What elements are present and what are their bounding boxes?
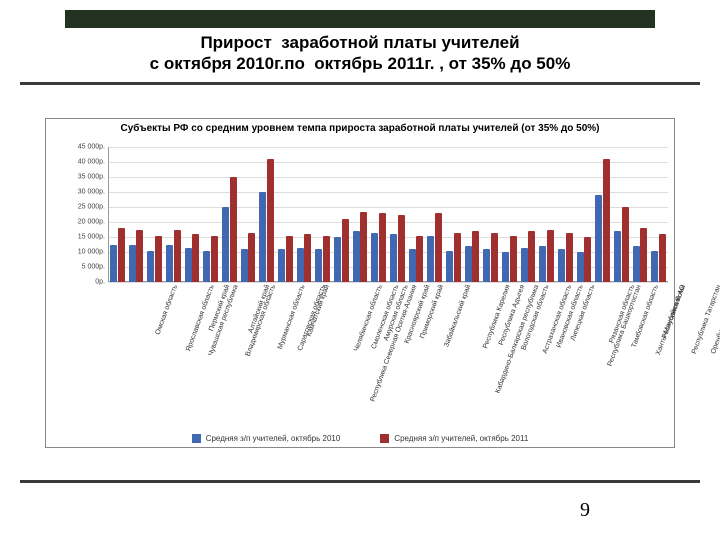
bar-2010 bbox=[315, 249, 322, 282]
legend-item-2010: Средняя з/п учителей, октябрь 2010 bbox=[192, 434, 341, 443]
top-accent-bar bbox=[65, 10, 655, 28]
plot-area: 0р.5 000р.10 000р.15 000р.20 000р.25 000… bbox=[108, 147, 668, 282]
x-tick-label: Омская область bbox=[155, 284, 180, 336]
bar-2011 bbox=[603, 159, 610, 282]
bar-2010 bbox=[390, 234, 397, 282]
bar-2010 bbox=[539, 246, 546, 282]
bar-2011 bbox=[192, 234, 199, 282]
bar-2010 bbox=[595, 195, 602, 282]
bar-2011 bbox=[622, 207, 629, 282]
y-tick-label: 35 000р. bbox=[78, 174, 105, 181]
y-tick-label: 5 000р. bbox=[82, 264, 105, 271]
bar-2011 bbox=[379, 213, 386, 282]
bar-2010 bbox=[259, 192, 266, 282]
bar-2011 bbox=[360, 212, 367, 283]
bar-2010 bbox=[166, 245, 173, 283]
bar-2010 bbox=[371, 233, 378, 283]
bar-2011 bbox=[118, 228, 125, 282]
x-tick-label: Забайкальский край bbox=[444, 284, 473, 348]
bar-2011 bbox=[547, 230, 554, 283]
title-line-1: Прирост заработной платы учителей bbox=[0, 32, 720, 53]
bar-2011 bbox=[491, 233, 498, 283]
gridline bbox=[109, 282, 668, 283]
bar-2010 bbox=[633, 246, 640, 282]
legend-swatch bbox=[192, 434, 201, 443]
bar-2011 bbox=[510, 236, 517, 283]
bar-2011 bbox=[640, 228, 647, 282]
bar-2010 bbox=[185, 248, 192, 283]
slide-title: Прирост заработной платы учителей с октя… bbox=[0, 32, 720, 75]
y-tick-label: 45 000р. bbox=[78, 144, 105, 151]
bar-2011 bbox=[566, 233, 573, 283]
y-tick-label: 30 000р. bbox=[78, 189, 105, 196]
bar-2010 bbox=[502, 252, 509, 282]
y-tick-label: 20 000р. bbox=[78, 219, 105, 226]
divider-top bbox=[20, 82, 700, 85]
bar-2011 bbox=[398, 215, 405, 283]
bar-2011 bbox=[248, 233, 255, 283]
bar-2011 bbox=[304, 234, 311, 282]
bar-2010 bbox=[241, 249, 248, 282]
chart-legend: Средняя з/п учителей, октябрь 2010 Средн… bbox=[46, 434, 674, 443]
bar-2011 bbox=[472, 231, 479, 282]
bar-2010 bbox=[614, 231, 621, 282]
y-tick-label: 25 000р. bbox=[78, 204, 105, 211]
bar-2010 bbox=[465, 246, 472, 282]
bars-layer bbox=[108, 147, 668, 282]
y-tick-label: 40 000р. bbox=[78, 159, 105, 166]
legend-item-2011: Средняя з/п учителей, октябрь 2011 bbox=[380, 434, 528, 443]
bar-2011 bbox=[435, 213, 442, 282]
chart-title: Субъекты РФ со средним уровнем темпа при… bbox=[46, 123, 674, 134]
bar-2010 bbox=[278, 249, 285, 282]
bar-2010 bbox=[483, 249, 490, 282]
bar-2010 bbox=[110, 245, 117, 283]
bar-2010 bbox=[577, 252, 584, 282]
bar-2011 bbox=[528, 231, 535, 282]
title-line-2: с октября 2010г.по октябрь 2011г. , от 3… bbox=[0, 53, 720, 74]
legend-swatch bbox=[380, 434, 389, 443]
bar-2010 bbox=[427, 236, 434, 283]
bar-2010 bbox=[222, 207, 229, 282]
legend-label: Средняя з/п учителей, октябрь 2010 bbox=[206, 434, 341, 443]
x-tick-label: Республика Коми bbox=[662, 284, 688, 340]
page-number: 9 bbox=[580, 499, 590, 522]
bar-2011 bbox=[267, 159, 274, 282]
bar-2010 bbox=[446, 251, 453, 283]
divider-bottom bbox=[20, 480, 700, 483]
bar-2010 bbox=[409, 249, 416, 282]
bar-2010 bbox=[521, 248, 528, 283]
bar-2011 bbox=[136, 230, 143, 283]
bar-2011 bbox=[584, 237, 591, 282]
bar-2010 bbox=[334, 237, 341, 282]
bar-2011 bbox=[286, 236, 293, 283]
bar-2011 bbox=[155, 236, 162, 283]
bar-2011 bbox=[342, 219, 349, 282]
legend-label: Средняя з/п учителей, октябрь 2011 bbox=[394, 434, 528, 443]
bar-2011 bbox=[454, 233, 461, 283]
bar-2011 bbox=[323, 236, 330, 283]
y-tick-label: 0р. bbox=[95, 279, 105, 286]
bar-2010 bbox=[297, 248, 304, 283]
bar-2010 bbox=[558, 249, 565, 282]
bar-2011 bbox=[416, 236, 423, 283]
bar-2011 bbox=[174, 230, 181, 283]
bar-2010 bbox=[353, 231, 360, 282]
y-tick-label: 10 000р. bbox=[78, 249, 105, 256]
bar-2010 bbox=[129, 245, 136, 283]
bar-2011 bbox=[230, 177, 237, 282]
bar-2010 bbox=[147, 251, 154, 283]
bar-2010 bbox=[203, 251, 210, 283]
y-tick-label: 15 000р. bbox=[78, 234, 105, 241]
chart-container: Субъекты РФ со средним уровнем темпа при… bbox=[45, 118, 675, 448]
bar-2010 bbox=[651, 251, 658, 283]
bar-2011 bbox=[659, 234, 666, 282]
bar-2011 bbox=[211, 236, 218, 283]
